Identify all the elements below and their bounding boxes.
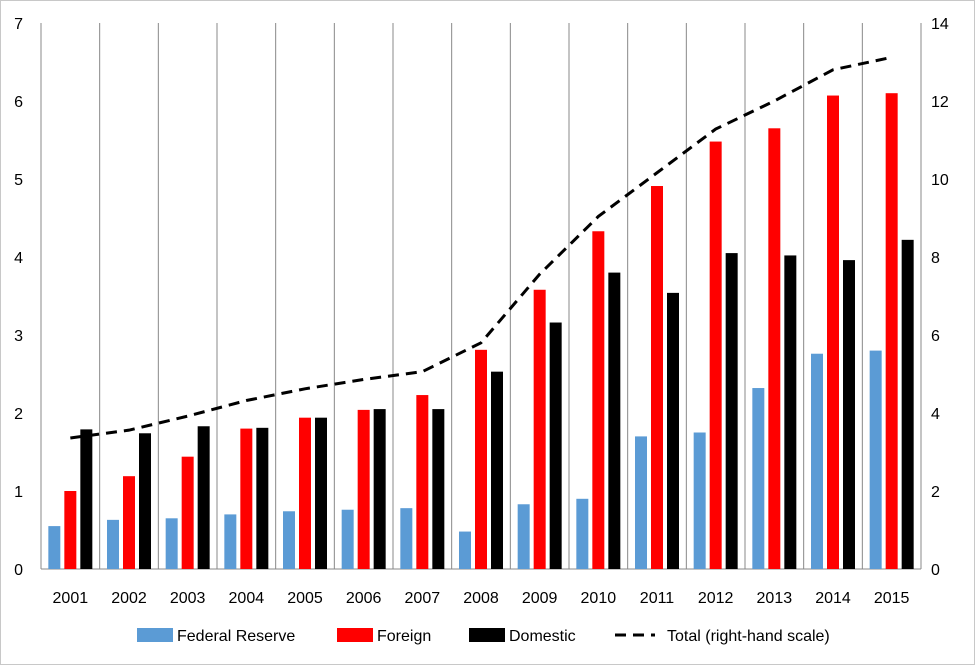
bar-federal-reserve (400, 508, 413, 569)
x-tick-label: 2006 (346, 590, 382, 607)
bar-domestic (139, 433, 151, 569)
bar-foreign (357, 409, 370, 569)
bar-federal-reserve (459, 531, 471, 569)
bar-foreign (592, 231, 605, 569)
legend-label-federal-reserve: Federal Reserve (177, 628, 295, 645)
bar-domestic (843, 260, 855, 569)
y2-tick-label: 4 (931, 406, 940, 423)
y-tick-label: 1 (14, 484, 23, 501)
bar-domestic (80, 429, 93, 569)
y-tick-label: 0 (14, 562, 23, 579)
legend-label-domestic: Domestic (509, 628, 576, 645)
bar-domestic (608, 272, 621, 569)
bar-domestic (725, 253, 738, 569)
x-tick-label: 2004 (229, 590, 265, 607)
bar-foreign (533, 289, 546, 569)
bar-foreign (416, 395, 429, 569)
bar-foreign (885, 93, 898, 569)
bar-federal-reserve (48, 526, 61, 569)
x-tick-label: 2002 (111, 590, 147, 607)
bar-foreign (827, 95, 839, 569)
bar-federal-reserve (752, 388, 765, 569)
bar-domestic (784, 255, 797, 569)
bar-foreign (768, 128, 781, 570)
y2-tick-label: 14 (931, 16, 949, 33)
bar-domestic (491, 371, 503, 569)
legend-label-foreign: Foreign (377, 628, 431, 645)
x-tick-label: 2012 (698, 590, 734, 607)
y-tick-label: 2 (14, 406, 23, 423)
bar-federal-reserve (517, 504, 530, 569)
y2-tick-label: 10 (931, 172, 949, 189)
x-tick-label: 2005 (287, 590, 323, 607)
bar-foreign (64, 491, 77, 569)
line-total (70, 55, 892, 440)
bar-foreign (240, 428, 253, 569)
x-tick-label: 2003 (170, 590, 206, 607)
y-tick-label: 4 (14, 250, 23, 267)
bar-federal-reserve (811, 353, 823, 569)
bar-foreign (123, 476, 135, 569)
bar-domestic (432, 409, 445, 569)
bar-federal-reserve (341, 509, 354, 569)
bar-foreign (651, 186, 663, 569)
y2-tick-label: 8 (931, 250, 940, 267)
bar-domestic (549, 322, 562, 569)
bar-federal-reserve (693, 432, 706, 569)
bar-domestic (197, 426, 210, 569)
y-tick-label: 3 (14, 328, 23, 345)
x-tick-label: 2008 (463, 590, 499, 607)
legend-swatch-foreign (337, 628, 373, 642)
bar-domestic (373, 409, 386, 569)
x-tick-label: 2009 (522, 590, 558, 607)
bar-federal-reserve (224, 514, 237, 569)
bar-foreign (299, 417, 311, 569)
x-tick-label: 2011 (640, 590, 675, 607)
bar-federal-reserve (635, 436, 647, 569)
bar-domestic (256, 427, 269, 569)
bar-domestic (667, 292, 679, 569)
bar-domestic (901, 239, 914, 569)
bar-foreign (709, 141, 722, 569)
x-tick-label: 2001 (53, 590, 89, 607)
legend-swatch-domestic (469, 628, 505, 642)
bar-federal-reserve (869, 350, 882, 569)
bar-foreign (181, 456, 194, 569)
legend-label-total-right-hand-scale-: Total (right-hand scale) (667, 628, 830, 645)
y2-tick-label: 6 (931, 328, 940, 345)
y2-tick-label: 2 (931, 484, 940, 501)
bar-federal-reserve (576, 498, 589, 569)
y-tick-label: 7 (14, 16, 23, 33)
x-tick-label: 2013 (757, 590, 793, 607)
y2-tick-label: 0 (931, 562, 940, 579)
bar-federal-reserve (165, 518, 178, 569)
x-tick-label: 2010 (581, 590, 617, 607)
x-tick-label: 2007 (405, 590, 441, 607)
bar-domestic (315, 417, 327, 569)
legend-swatch-federal-reserve (137, 628, 173, 642)
bar-federal-reserve (283, 511, 295, 569)
y-tick-label: 6 (14, 94, 23, 111)
bar-federal-reserve (107, 519, 119, 569)
y2-tick-label: 12 (931, 94, 949, 111)
x-tick-label: 2015 (874, 590, 910, 607)
y-tick-label: 5 (14, 172, 23, 189)
x-tick-label: 2014 (815, 590, 851, 607)
bar-foreign (475, 349, 487, 569)
